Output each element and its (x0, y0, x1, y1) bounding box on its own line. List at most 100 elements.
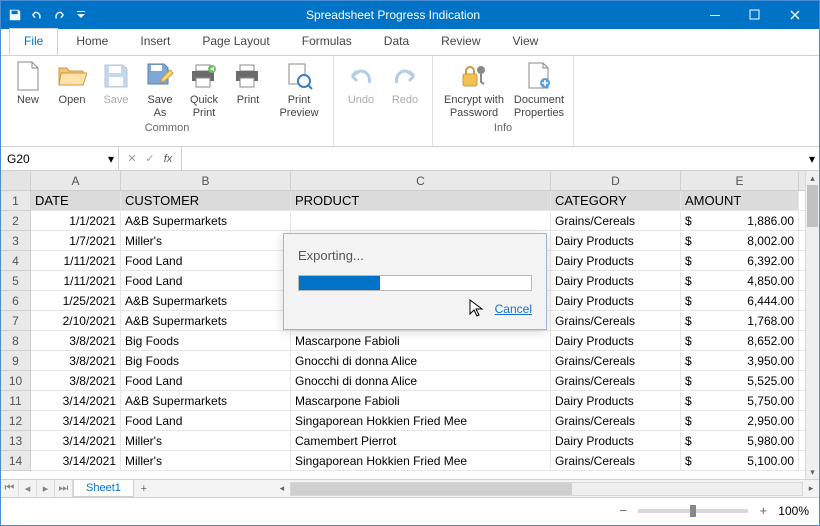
vertical-scrollbar[interactable]: ▴ ▾ (805, 171, 819, 479)
row-header[interactable]: 1 (1, 191, 31, 211)
cell-product[interactable] (291, 211, 551, 231)
cell-date[interactable]: 1/1/2021 (31, 211, 121, 231)
scroll-up-icon[interactable]: ▴ (806, 171, 819, 185)
scroll-right-icon[interactable]: ▸ (803, 483, 819, 494)
row-header[interactable]: 11 (1, 391, 31, 411)
cell-category[interactable]: Grains/Cereals (551, 371, 681, 391)
cell-amount[interactable]: $6,392.00 (681, 251, 799, 271)
row-header[interactable]: 9 (1, 351, 31, 371)
ribbon-tab-home[interactable]: Home (62, 29, 122, 54)
row-header[interactable]: 4 (1, 251, 31, 271)
cell-amount[interactable]: $8,002.00 (681, 231, 799, 251)
select-all-corner[interactable] (1, 171, 31, 191)
cell-amount[interactable]: $3,950.00 (681, 351, 799, 371)
cell-category[interactable]: Grains/Cereals (551, 411, 681, 431)
header-cell[interactable]: AMOUNT (681, 191, 799, 211)
doc-properties-button[interactable]: DocumentProperties (511, 58, 567, 120)
sheet-nav-first[interactable]: ⏮ (1, 480, 19, 497)
cancel-formula-icon[interactable]: ✕ (123, 152, 141, 165)
quick-print-button[interactable]: QuickPrint (183, 58, 225, 120)
cell-product[interactable]: Singaporean Hokkien Fried Mee (291, 411, 551, 431)
column-header[interactable]: C (291, 171, 551, 191)
cell-date[interactable]: 3/14/2021 (31, 431, 121, 451)
expand-formula-icon[interactable]: ▾ (809, 152, 815, 166)
sheet-tab[interactable]: Sheet1 (73, 480, 134, 497)
cell-customer[interactable]: Food Land (121, 271, 291, 291)
cell-customer[interactable]: Food Land (121, 371, 291, 391)
row-header[interactable]: 3 (1, 231, 31, 251)
qat-undo-button[interactable] (27, 5, 47, 25)
fx-icon[interactable]: fx (159, 153, 177, 165)
cell-category[interactable]: Grains/Cereals (551, 311, 681, 331)
cell-customer[interactable]: Big Foods (121, 331, 291, 351)
row-header[interactable]: 14 (1, 451, 31, 471)
open-button[interactable]: Open (51, 58, 93, 120)
sheet-nav-prev[interactable]: ◂ (19, 480, 37, 497)
encrypt-button[interactable]: Encrypt withPassword (439, 58, 509, 120)
dropdown-icon[interactable]: ▾ (108, 152, 114, 166)
ribbon-tab-review[interactable]: Review (427, 29, 494, 54)
maximize-button[interactable] (735, 1, 775, 29)
cell-product[interactable]: Gnocchi di donna Alice (291, 371, 551, 391)
cell-category[interactable]: Dairy Products (551, 391, 681, 411)
row-header[interactable]: 10 (1, 371, 31, 391)
header-cell[interactable]: PRODUCT (291, 191, 551, 211)
cell-category[interactable]: Dairy Products (551, 271, 681, 291)
cell-customer[interactable]: A&B Supermarkets (121, 211, 291, 231)
cell-category[interactable]: Grains/Cereals (551, 451, 681, 471)
cell-date[interactable]: 1/11/2021 (31, 271, 121, 291)
cell-customer[interactable]: A&B Supermarkets (121, 291, 291, 311)
scrollbar-thumb[interactable] (807, 185, 818, 227)
cell-date[interactable]: 3/8/2021 (31, 331, 121, 351)
save-as-button[interactable]: SaveAs (139, 58, 181, 120)
cell-category[interactable]: Grains/Cereals (551, 351, 681, 371)
column-header[interactable]: E (681, 171, 799, 191)
qat-save-button[interactable] (5, 5, 25, 25)
cell-customer[interactable]: Food Land (121, 251, 291, 271)
header-cell[interactable]: DATE (31, 191, 121, 211)
cell-product[interactable]: Singaporean Hokkien Fried Mee (291, 451, 551, 471)
cell-amount[interactable]: $5,100.00 (681, 451, 799, 471)
cell-customer[interactable]: Big Foods (121, 351, 291, 371)
cell-date[interactable]: 1/25/2021 (31, 291, 121, 311)
cell-amount[interactable]: $8,652.00 (681, 331, 799, 351)
header-cell[interactable]: CUSTOMER (121, 191, 291, 211)
add-sheet-button[interactable]: + (134, 480, 154, 497)
scroll-left-icon[interactable]: ◂ (274, 483, 290, 494)
minimize-button[interactable] (695, 1, 735, 29)
ribbon-tab-view[interactable]: View (499, 29, 553, 54)
cell-product[interactable]: Mascarpone Fabioli (291, 331, 551, 351)
zoom-in-button[interactable]: + (756, 503, 770, 518)
cell-customer[interactable]: Miller's (121, 451, 291, 471)
cell-date[interactable]: 3/8/2021 (31, 371, 121, 391)
row-header[interactable]: 2 (1, 211, 31, 231)
row-header[interactable]: 6 (1, 291, 31, 311)
formula-input[interactable]: ▾ (182, 147, 819, 170)
cell-product[interactable]: Mascarpone Fabioli (291, 391, 551, 411)
accept-formula-icon[interactable]: ✓ (141, 152, 159, 165)
horizontal-scrollbar[interactable]: ◂ ▸ (274, 480, 819, 497)
save-button[interactable]: Save (95, 58, 137, 120)
ribbon-tab-file[interactable]: File (9, 28, 58, 55)
cell-customer[interactable]: Food Land (121, 411, 291, 431)
cell-amount[interactable]: $1,886.00 (681, 211, 799, 231)
cell-amount[interactable]: $6,444.00 (681, 291, 799, 311)
cell-category[interactable]: Dairy Products (551, 251, 681, 271)
print-preview-button[interactable]: PrintPreview (271, 58, 327, 120)
cancel-link[interactable]: Cancel (495, 302, 532, 316)
cell-date[interactable]: 2/10/2021 (31, 311, 121, 331)
column-header[interactable]: D (551, 171, 681, 191)
cell-amount[interactable]: $1,768.00 (681, 311, 799, 331)
redo-button[interactable]: Redo (384, 58, 426, 120)
row-header[interactable]: 7 (1, 311, 31, 331)
cell-date[interactable]: 3/14/2021 (31, 391, 121, 411)
close-button[interactable] (775, 1, 815, 29)
cell-category[interactable]: Dairy Products (551, 431, 681, 451)
cell-customer[interactable]: A&B Supermarkets (121, 311, 291, 331)
sheet-nav-last[interactable]: ⏭ (55, 480, 73, 497)
cell-date[interactable]: 3/14/2021 (31, 451, 121, 471)
header-cell[interactable]: CATEGORY (551, 191, 681, 211)
ribbon-tab-formulas[interactable]: Formulas (288, 29, 366, 54)
row-header[interactable]: 8 (1, 331, 31, 351)
undo-button[interactable]: Undo (340, 58, 382, 120)
